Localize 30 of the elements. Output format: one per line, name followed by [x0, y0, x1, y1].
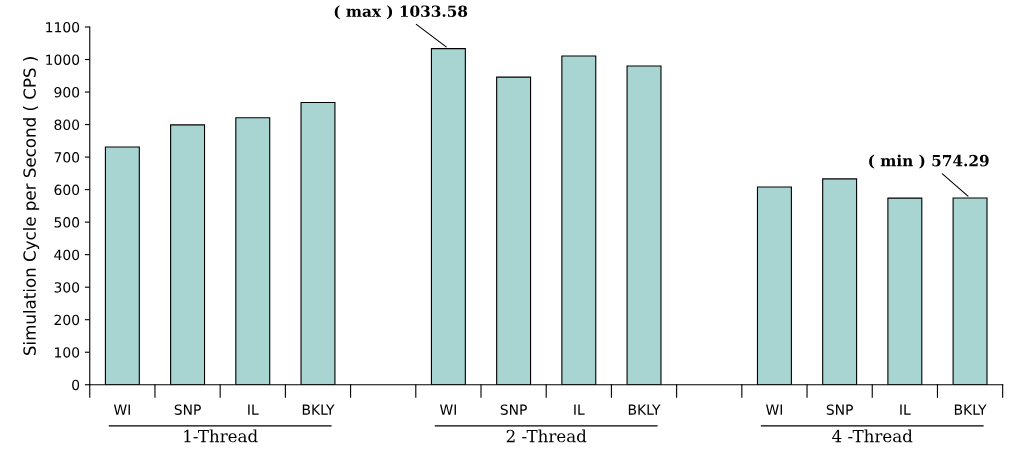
- x-tick-label: IL: [574, 404, 585, 415]
- y-tick-label: 600: [54, 184, 80, 196]
- y-tick-label: 200: [54, 314, 80, 326]
- x-tick-label: BKLY: [628, 404, 661, 415]
- x-tick-label: WI: [113, 404, 130, 415]
- y-tick-label: 1100: [46, 21, 80, 33]
- y-tick-label: 400: [54, 249, 80, 261]
- y-tick-label: 1000: [46, 54, 80, 65]
- y-tick-label: 500: [54, 217, 80, 228]
- x-tick-label: SNP: [826, 404, 853, 415]
- x-tick-label: IL: [900, 404, 911, 415]
- data-label: ( min ) 574.29: [869, 154, 989, 169]
- y-axis-title: Simulation Cycle per Second ( CPS ): [23, 57, 40, 355]
- y-tick-label: 100: [55, 347, 80, 358]
- x-tick-label: IL: [248, 404, 259, 415]
- y-tick-label: 300: [54, 282, 80, 293]
- y-tick-label: 700: [54, 152, 80, 163]
- data-label: ( max ) 1033.58: [334, 5, 468, 20]
- x-tick-label: WI: [439, 404, 456, 415]
- text: 1-Thread: [184, 429, 258, 443]
- y-tick-label: 900: [54, 87, 80, 98]
- y-tick-label: 0: [72, 379, 80, 391]
- y-tick-label: 800: [54, 119, 80, 131]
- x-tick-label: WI: [765, 404, 782, 415]
- x-tick-label: SNP: [500, 404, 527, 415]
- x-tick-label: BKLY: [954, 404, 987, 415]
- x-tick-label: SNP: [174, 404, 201, 415]
- text: 2 -Thread: [506, 429, 587, 443]
- text: 4 -Thread: [832, 429, 913, 443]
- x-tick-label: BKLY: [302, 404, 335, 415]
